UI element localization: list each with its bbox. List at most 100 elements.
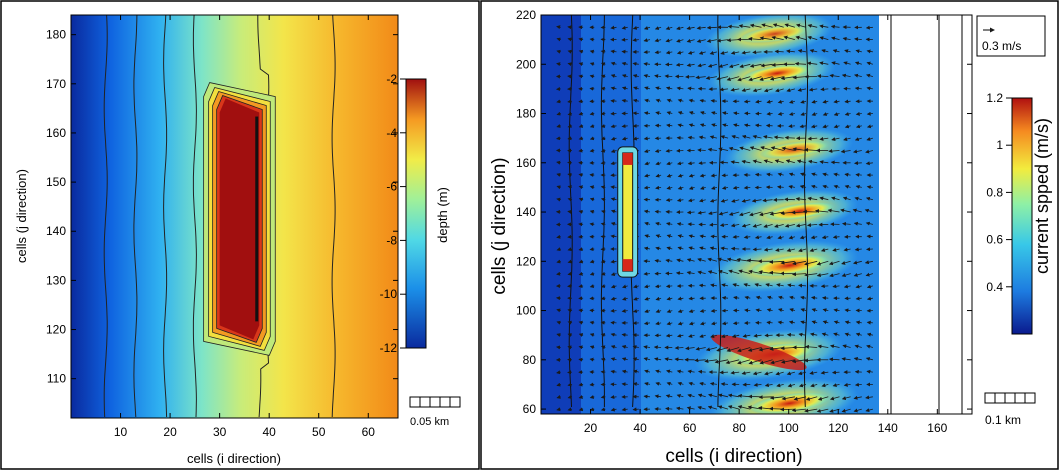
velocity-arrow [785,159,796,164]
velocity-arrow [666,246,673,251]
velocity-arrow [654,209,662,214]
y-tick-label: 160 [516,156,536,170]
velocity-arrow [600,394,606,399]
velocity-arrow [711,123,718,128]
velocity-arrow [600,259,606,264]
velocity-arrow [655,98,662,103]
velocity-arrow [733,111,740,116]
velocity-arrow [578,247,584,252]
y-tick-labels: 60 80 100 120 140 160 180 200 220 [516,8,972,416]
velocity-arrow [865,149,873,154]
velocity-arrow [822,172,829,177]
velocity-arrow [621,345,628,349]
velocity-arrow [589,222,595,227]
velocity-arrow [655,321,662,326]
velocity-arrow [556,197,561,202]
velocity-arrow [709,246,717,251]
velocity-arrow [781,396,795,401]
velocity-arrow [758,395,773,400]
velocity-arrow [831,36,840,41]
velocity-arrow [567,271,573,276]
breakwater-tip [622,152,633,165]
velocity-arrow [807,223,818,228]
velocity-arrow [674,345,684,350]
velocity-arrow [809,49,818,53]
velocity-arrow [798,371,807,376]
velocity-arrow [719,223,729,228]
velocity-arrow [589,209,595,214]
colorbar-tick-label: -12 [380,341,398,355]
velocity-arrow [589,382,595,387]
velocity-arrow [719,160,729,165]
velocity-arrow [632,309,639,313]
velocity-arrow [688,111,695,115]
velocity-arrow [769,406,784,411]
velocity-arrow [643,74,651,78]
velocity-arrow [844,308,851,313]
velocity-arrow [811,295,818,300]
velocity-arrow [610,185,617,190]
velocity-arrow [832,284,840,289]
velocity-arrow [600,111,606,116]
velocity-arrow [688,123,695,128]
velocity-arrow [774,49,784,54]
velocity-arrow [567,197,573,202]
y-tick-label: 140 [516,205,536,219]
velocity-arrow [828,357,840,362]
velocity-arrow [833,99,840,104]
velocity-arrow [622,284,628,289]
colorbar-tick-label: -8 [386,233,397,247]
scale-bar: 0.05 km [409,396,461,428]
velocity-arrow [743,283,751,287]
velocity-arrow [716,76,729,81]
speed-colorbar [1011,97,1033,335]
velocity-arrow [709,50,718,55]
y-tick-label: 170 [46,77,66,91]
velocity-arrow [699,98,706,103]
velocity-arrow [728,146,740,151]
velocity-arrow [866,49,873,54]
velocity-arrow [800,99,807,104]
velocity-arrow [841,260,851,265]
colorbar-label: depth (m) [435,187,450,243]
velocity-arrow [610,124,617,129]
velocity-arrow [632,111,639,116]
velocity-arrow [644,86,651,91]
velocity-arrow [720,382,729,387]
velocity-arrow [677,185,684,190]
breakwater-shoal [203,82,276,356]
velocity-arrow [676,86,684,91]
velocity-arrow [711,321,717,326]
velocity-arrow [817,396,829,401]
velocity-arrow [686,38,695,43]
velocity-arrow [743,185,751,190]
velocity-arrow [665,284,673,289]
velocity-arrow [820,87,829,92]
depth-contour-line [163,15,168,418]
velocity-arrow [709,222,717,227]
velocity-arrow [798,248,807,253]
velocity-arrow [854,247,862,252]
velocity-arrow [556,136,561,141]
velocity-arrow [695,75,706,80]
velocity-arrow [610,161,617,166]
y-tick-labels: 110 120 130 140 150 160 170 180 [46,28,398,386]
velocity-arrow [820,248,829,252]
velocity-arrow [578,407,584,412]
velocity-arrow [796,159,807,164]
velocity-arrow [732,234,740,239]
y-tick-label: 80 [523,353,537,367]
velocity-arrow [600,407,606,412]
velocity-arrow [752,88,762,93]
velocity-arrow [567,259,573,264]
velocity-arrow [686,63,695,67]
velocity-arrow [721,334,729,339]
velocity-arrow [654,149,662,153]
velocity-arrow [610,357,617,362]
velocity-arrow [833,332,840,337]
velocity-arrow [621,74,628,78]
velocity-arrow [855,284,862,289]
velocity-arrow [709,198,718,203]
colorbar-label: current spped (m/s) [1032,118,1052,274]
velocity-arrow [600,185,606,190]
